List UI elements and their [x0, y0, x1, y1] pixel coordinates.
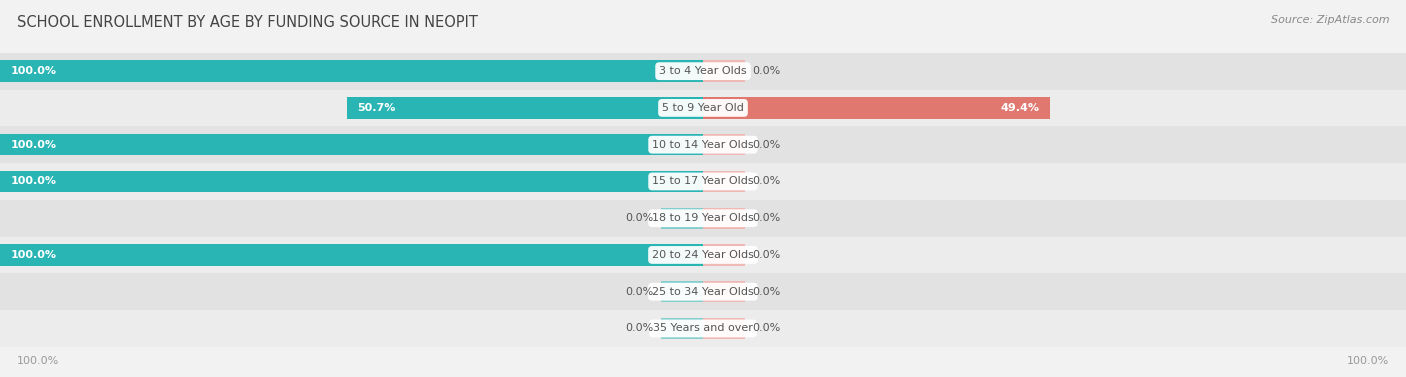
Text: 0.0%: 0.0% [626, 287, 654, 297]
Bar [0, 163, 1406, 200]
Bar [0, 53, 1406, 89]
Text: 100.0%: 100.0% [10, 250, 56, 260]
Text: 0.0%: 0.0% [752, 176, 780, 187]
Bar [0, 237, 1406, 273]
Bar [0, 171, 703, 192]
Text: 100.0%: 100.0% [10, 139, 56, 150]
Bar [703, 171, 745, 192]
Bar [703, 207, 745, 229]
Bar [0, 200, 1406, 237]
Text: 15 to 17 Year Olds: 15 to 17 Year Olds [652, 176, 754, 187]
Text: 0.0%: 0.0% [752, 250, 780, 260]
Text: 100.0%: 100.0% [10, 176, 56, 187]
Bar [0, 244, 703, 266]
Text: 20 to 24 Year Olds: 20 to 24 Year Olds [652, 250, 754, 260]
Text: 0.0%: 0.0% [752, 287, 780, 297]
Text: 0.0%: 0.0% [626, 323, 654, 334]
Text: 0.0%: 0.0% [752, 66, 780, 76]
Text: 35 Years and over: 35 Years and over [652, 323, 754, 334]
Bar [0, 273, 1406, 310]
Bar [346, 97, 703, 119]
Bar [703, 134, 745, 155]
Text: 49.4%: 49.4% [1001, 103, 1040, 113]
Bar [703, 281, 745, 302]
Text: 100.0%: 100.0% [1347, 356, 1389, 366]
Text: 0.0%: 0.0% [626, 213, 654, 223]
Text: 18 to 19 Year Olds: 18 to 19 Year Olds [652, 213, 754, 223]
Legend: Public School, Private School: Public School, Private School [595, 375, 811, 377]
Text: 25 to 34 Year Olds: 25 to 34 Year Olds [652, 287, 754, 297]
Bar [0, 60, 703, 82]
Bar [0, 90, 1406, 126]
Text: Source: ZipAtlas.com: Source: ZipAtlas.com [1271, 15, 1389, 25]
Bar [661, 207, 703, 229]
Text: SCHOOL ENROLLMENT BY AGE BY FUNDING SOURCE IN NEOPIT: SCHOOL ENROLLMENT BY AGE BY FUNDING SOUR… [17, 15, 478, 30]
Bar [703, 318, 745, 339]
Bar [703, 60, 745, 82]
Text: 100.0%: 100.0% [17, 356, 59, 366]
Bar [0, 134, 703, 155]
Text: 10 to 14 Year Olds: 10 to 14 Year Olds [652, 139, 754, 150]
Text: 0.0%: 0.0% [752, 323, 780, 334]
Bar [0, 126, 1406, 163]
Bar [0, 310, 1406, 347]
Bar [703, 244, 745, 266]
Bar [703, 97, 1050, 119]
Text: 5 to 9 Year Old: 5 to 9 Year Old [662, 103, 744, 113]
Text: 100.0%: 100.0% [10, 66, 56, 76]
Text: 0.0%: 0.0% [752, 139, 780, 150]
Text: 0.0%: 0.0% [752, 213, 780, 223]
Text: 50.7%: 50.7% [357, 103, 395, 113]
Text: 3 to 4 Year Olds: 3 to 4 Year Olds [659, 66, 747, 76]
Bar [661, 281, 703, 302]
Bar [661, 318, 703, 339]
